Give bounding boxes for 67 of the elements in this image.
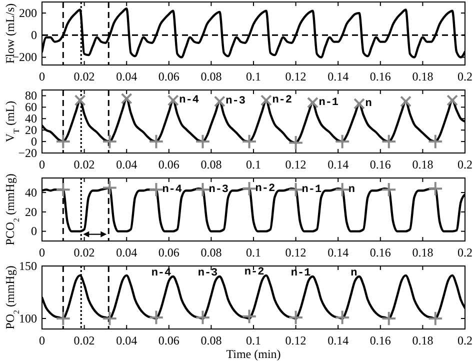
annotation: n <box>348 184 355 196</box>
x-tick-label: 0.14 <box>328 70 349 84</box>
x-tick-label: 0.2 <box>458 158 472 172</box>
annotation: n-3 <box>208 184 229 196</box>
annotation: n-2 <box>255 182 276 195</box>
annotation: n-4 <box>179 94 200 107</box>
x-tick-label: 0.02 <box>74 158 95 172</box>
x-tick-label: 0.2 <box>458 70 472 84</box>
annotation: n-3 <box>198 268 218 280</box>
x-tick-label: 0.18 <box>412 158 434 172</box>
annotation: n-1 <box>302 184 322 196</box>
x-tick-label: 0.2 <box>458 334 472 348</box>
x-tick-label: 0.12 <box>285 246 306 260</box>
y-tick-label: 0 <box>31 224 37 238</box>
x-tick-label: 0.02 <box>74 334 95 348</box>
annotation: n <box>365 98 372 110</box>
x-tick-label: 0.1 <box>246 158 261 172</box>
x-tick-label: 0.04 <box>116 158 138 172</box>
x-tick-label: 0.08 <box>200 246 222 260</box>
annotation: n <box>350 268 358 280</box>
x-tick-label: 0.16 <box>370 334 391 348</box>
annotation: n-1 <box>318 96 339 109</box>
x-tick-label: 0.06 <box>158 70 180 84</box>
x-tick-label: 0.1 <box>246 246 261 260</box>
annotation: n-4 <box>151 268 172 280</box>
x-tick-label: 0.18 <box>412 70 434 84</box>
x-tick-label: 0.08 <box>200 70 222 84</box>
x-tick-label: 0.08 <box>200 158 222 172</box>
x-tick-label: 0.02 <box>74 70 95 84</box>
y-tick-label: 80 <box>25 88 37 103</box>
x-axis-title: Time (min) <box>226 347 281 361</box>
x-tick-label: 0.14 <box>328 246 349 260</box>
y-tick-label: 20 <box>25 122 37 137</box>
y-tick-label: 0 <box>31 28 37 42</box>
x-tick-label: 0.18 <box>412 246 434 260</box>
x-tick-label: 0.16 <box>370 158 391 172</box>
x-tick-label: 0.12 <box>285 158 306 172</box>
x-tick-label: 0.1 <box>246 334 261 348</box>
x-tick-label: 0.06 <box>158 334 180 348</box>
x-tick-label: 0.06 <box>158 158 180 172</box>
x-tick-label: 0.12 <box>285 70 306 84</box>
y-tick-label: 0 <box>31 134 37 148</box>
x-tick-label: 0.04 <box>116 246 138 260</box>
annotation: n-3 <box>226 96 246 108</box>
x-tick-label: 0.12 <box>285 334 306 348</box>
y-tick-label: 100 <box>19 311 37 326</box>
y-tick-label: 20 <box>25 204 37 219</box>
x-tick-label: 0.1 <box>246 70 261 84</box>
x-tick-label: 0.16 <box>370 70 391 84</box>
y-tick-label: 150 <box>19 258 37 273</box>
y-tick-label: 200 <box>19 6 37 20</box>
annotation: n-1 <box>290 268 312 280</box>
annotation: n-2 <box>272 94 292 107</box>
y-tick-label: 40 <box>25 185 37 200</box>
x-tick-label: 0.04 <box>116 70 138 84</box>
x-tick-label: 0.06 <box>158 246 180 260</box>
x-tick-label: 0.08 <box>200 334 222 348</box>
x-tick-label: 0.18 <box>412 334 434 348</box>
x-tick-label: 0.2 <box>458 246 472 260</box>
x-tick-label: 0.16 <box>370 246 391 260</box>
x-tick-label: 0.04 <box>116 334 138 348</box>
annotation: n-2 <box>244 266 264 278</box>
x-tick-label: 0.02 <box>74 246 95 260</box>
annotation: n-4 <box>162 184 182 196</box>
x-tick-label: 0.14 <box>328 158 349 172</box>
x-tick-label: 0.14 <box>328 334 349 348</box>
y-tick-label: −20 <box>18 146 37 160</box>
